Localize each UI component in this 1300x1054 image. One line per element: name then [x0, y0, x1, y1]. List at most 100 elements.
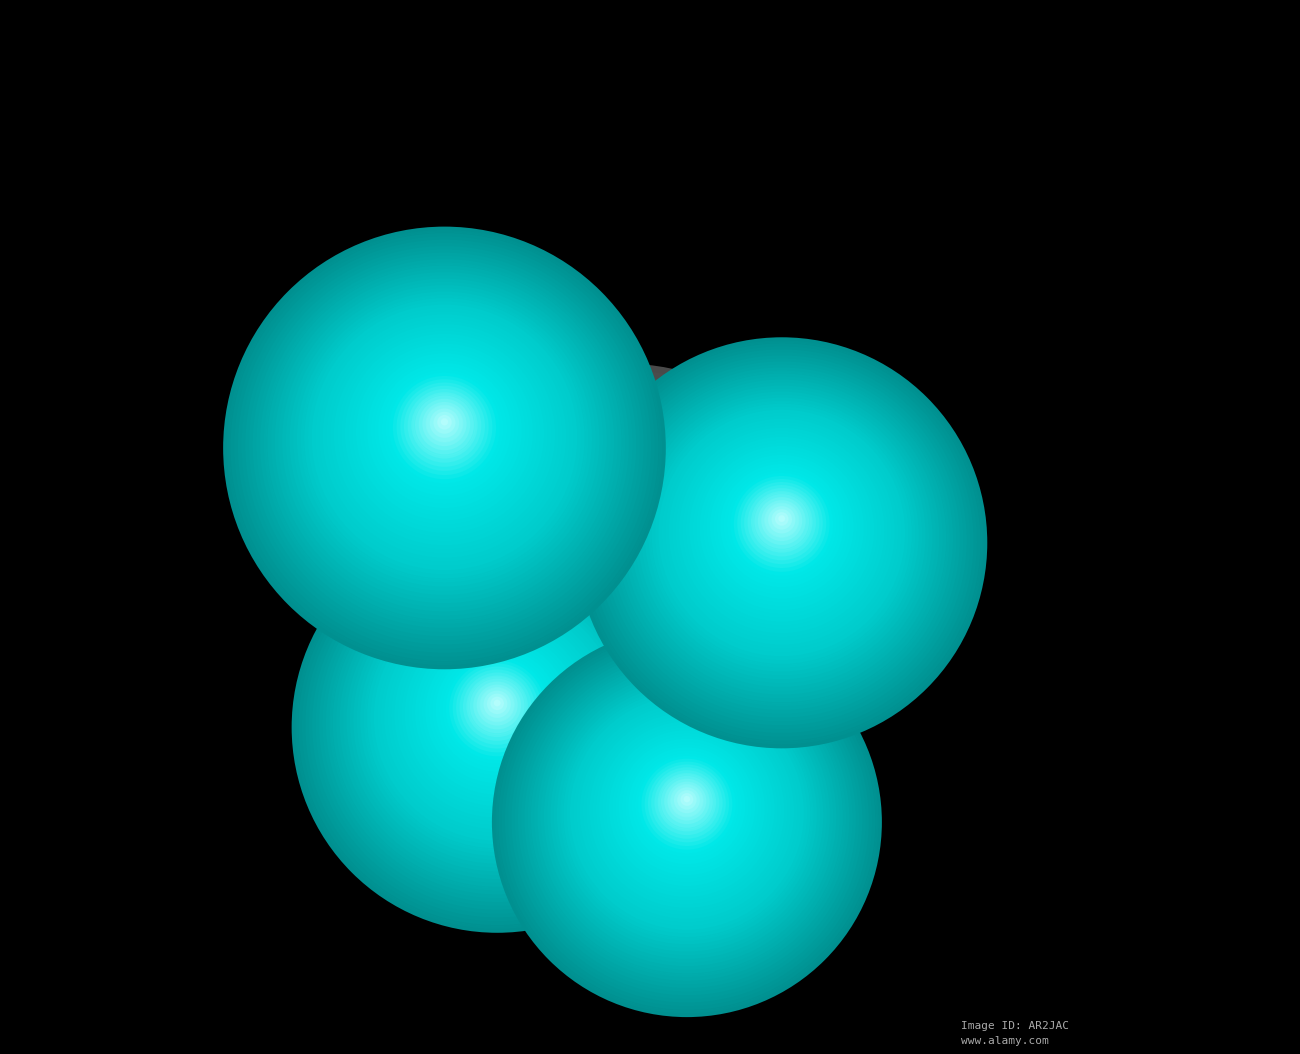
- Circle shape: [651, 767, 723, 839]
- Circle shape: [645, 397, 919, 671]
- Circle shape: [394, 612, 599, 818]
- Circle shape: [318, 546, 675, 902]
- Circle shape: [628, 747, 745, 864]
- Circle shape: [534, 664, 840, 970]
- Circle shape: [554, 495, 708, 649]
- Circle shape: [416, 384, 833, 801]
- Circle shape: [511, 644, 862, 995]
- Circle shape: [576, 337, 987, 748]
- Circle shape: [567, 692, 807, 934]
- Circle shape: [758, 497, 806, 545]
- Circle shape: [762, 500, 802, 541]
- Circle shape: [611, 368, 953, 710]
- Circle shape: [693, 440, 871, 618]
- Circle shape: [597, 355, 967, 725]
- Circle shape: [682, 431, 881, 629]
- Circle shape: [408, 389, 481, 463]
- Circle shape: [384, 603, 610, 829]
- Circle shape: [628, 383, 936, 690]
- Circle shape: [599, 722, 775, 897]
- Circle shape: [601, 358, 963, 722]
- Circle shape: [673, 787, 699, 814]
- Circle shape: [421, 637, 572, 787]
- Circle shape: [308, 301, 581, 574]
- Circle shape: [621, 376, 942, 699]
- Circle shape: [246, 246, 644, 644]
- Circle shape: [326, 317, 563, 553]
- Circle shape: [677, 790, 697, 809]
- Circle shape: [490, 697, 504, 710]
- Circle shape: [402, 619, 593, 811]
- Circle shape: [676, 425, 888, 637]
- Circle shape: [439, 651, 555, 767]
- Circle shape: [329, 554, 666, 891]
- Circle shape: [326, 552, 668, 895]
- Circle shape: [654, 770, 719, 835]
- Circle shape: [488, 694, 507, 715]
- Circle shape: [586, 522, 680, 614]
- Circle shape: [593, 716, 781, 904]
- Circle shape: [441, 403, 811, 774]
- Circle shape: [463, 672, 532, 741]
- Circle shape: [226, 230, 662, 665]
- Circle shape: [563, 690, 810, 937]
- Circle shape: [312, 305, 577, 570]
- Circle shape: [337, 561, 658, 883]
- Circle shape: [627, 554, 642, 569]
- Circle shape: [436, 648, 559, 772]
- Circle shape: [741, 482, 823, 564]
- Circle shape: [330, 320, 559, 549]
- Circle shape: [655, 407, 909, 660]
- Circle shape: [582, 707, 790, 915]
- Circle shape: [378, 363, 511, 495]
- Circle shape: [382, 366, 507, 491]
- Circle shape: [256, 256, 633, 632]
- Circle shape: [312, 540, 682, 910]
- Circle shape: [576, 702, 797, 922]
- Circle shape: [238, 239, 651, 652]
- Circle shape: [282, 278, 607, 603]
- Circle shape: [250, 250, 640, 641]
- Circle shape: [306, 533, 689, 917]
- Circle shape: [456, 416, 797, 757]
- Circle shape: [459, 669, 534, 745]
- Circle shape: [754, 494, 809, 549]
- Circle shape: [442, 655, 552, 764]
- Circle shape: [727, 470, 837, 580]
- Circle shape: [356, 344, 533, 521]
- Circle shape: [538, 482, 723, 667]
- Circle shape: [560, 687, 814, 940]
- Circle shape: [377, 597, 618, 837]
- Circle shape: [508, 642, 866, 999]
- Circle shape: [541, 670, 833, 962]
- Circle shape: [608, 730, 764, 886]
- Circle shape: [450, 661, 545, 757]
- Circle shape: [706, 452, 857, 603]
- Circle shape: [517, 650, 855, 988]
- Circle shape: [666, 415, 898, 648]
- Circle shape: [404, 386, 485, 467]
- Text: Image ID: AR2JAC: Image ID: AR2JAC: [961, 1021, 1069, 1031]
- Circle shape: [364, 585, 630, 853]
- Circle shape: [425, 640, 569, 783]
- Circle shape: [408, 624, 586, 802]
- Circle shape: [662, 413, 902, 652]
- Circle shape: [316, 543, 679, 906]
- Circle shape: [473, 429, 783, 739]
- Circle shape: [716, 461, 846, 591]
- Circle shape: [230, 233, 658, 661]
- Circle shape: [611, 541, 658, 587]
- Circle shape: [619, 548, 650, 579]
- Circle shape: [415, 630, 580, 795]
- Circle shape: [515, 647, 859, 992]
- Circle shape: [391, 364, 855, 827]
- Circle shape: [724, 467, 840, 583]
- Circle shape: [348, 337, 541, 529]
- Circle shape: [504, 639, 868, 1002]
- Circle shape: [430, 408, 459, 437]
- Circle shape: [408, 376, 841, 809]
- Circle shape: [316, 308, 573, 566]
- Circle shape: [638, 391, 926, 679]
- Circle shape: [703, 449, 861, 606]
- Circle shape: [370, 591, 624, 844]
